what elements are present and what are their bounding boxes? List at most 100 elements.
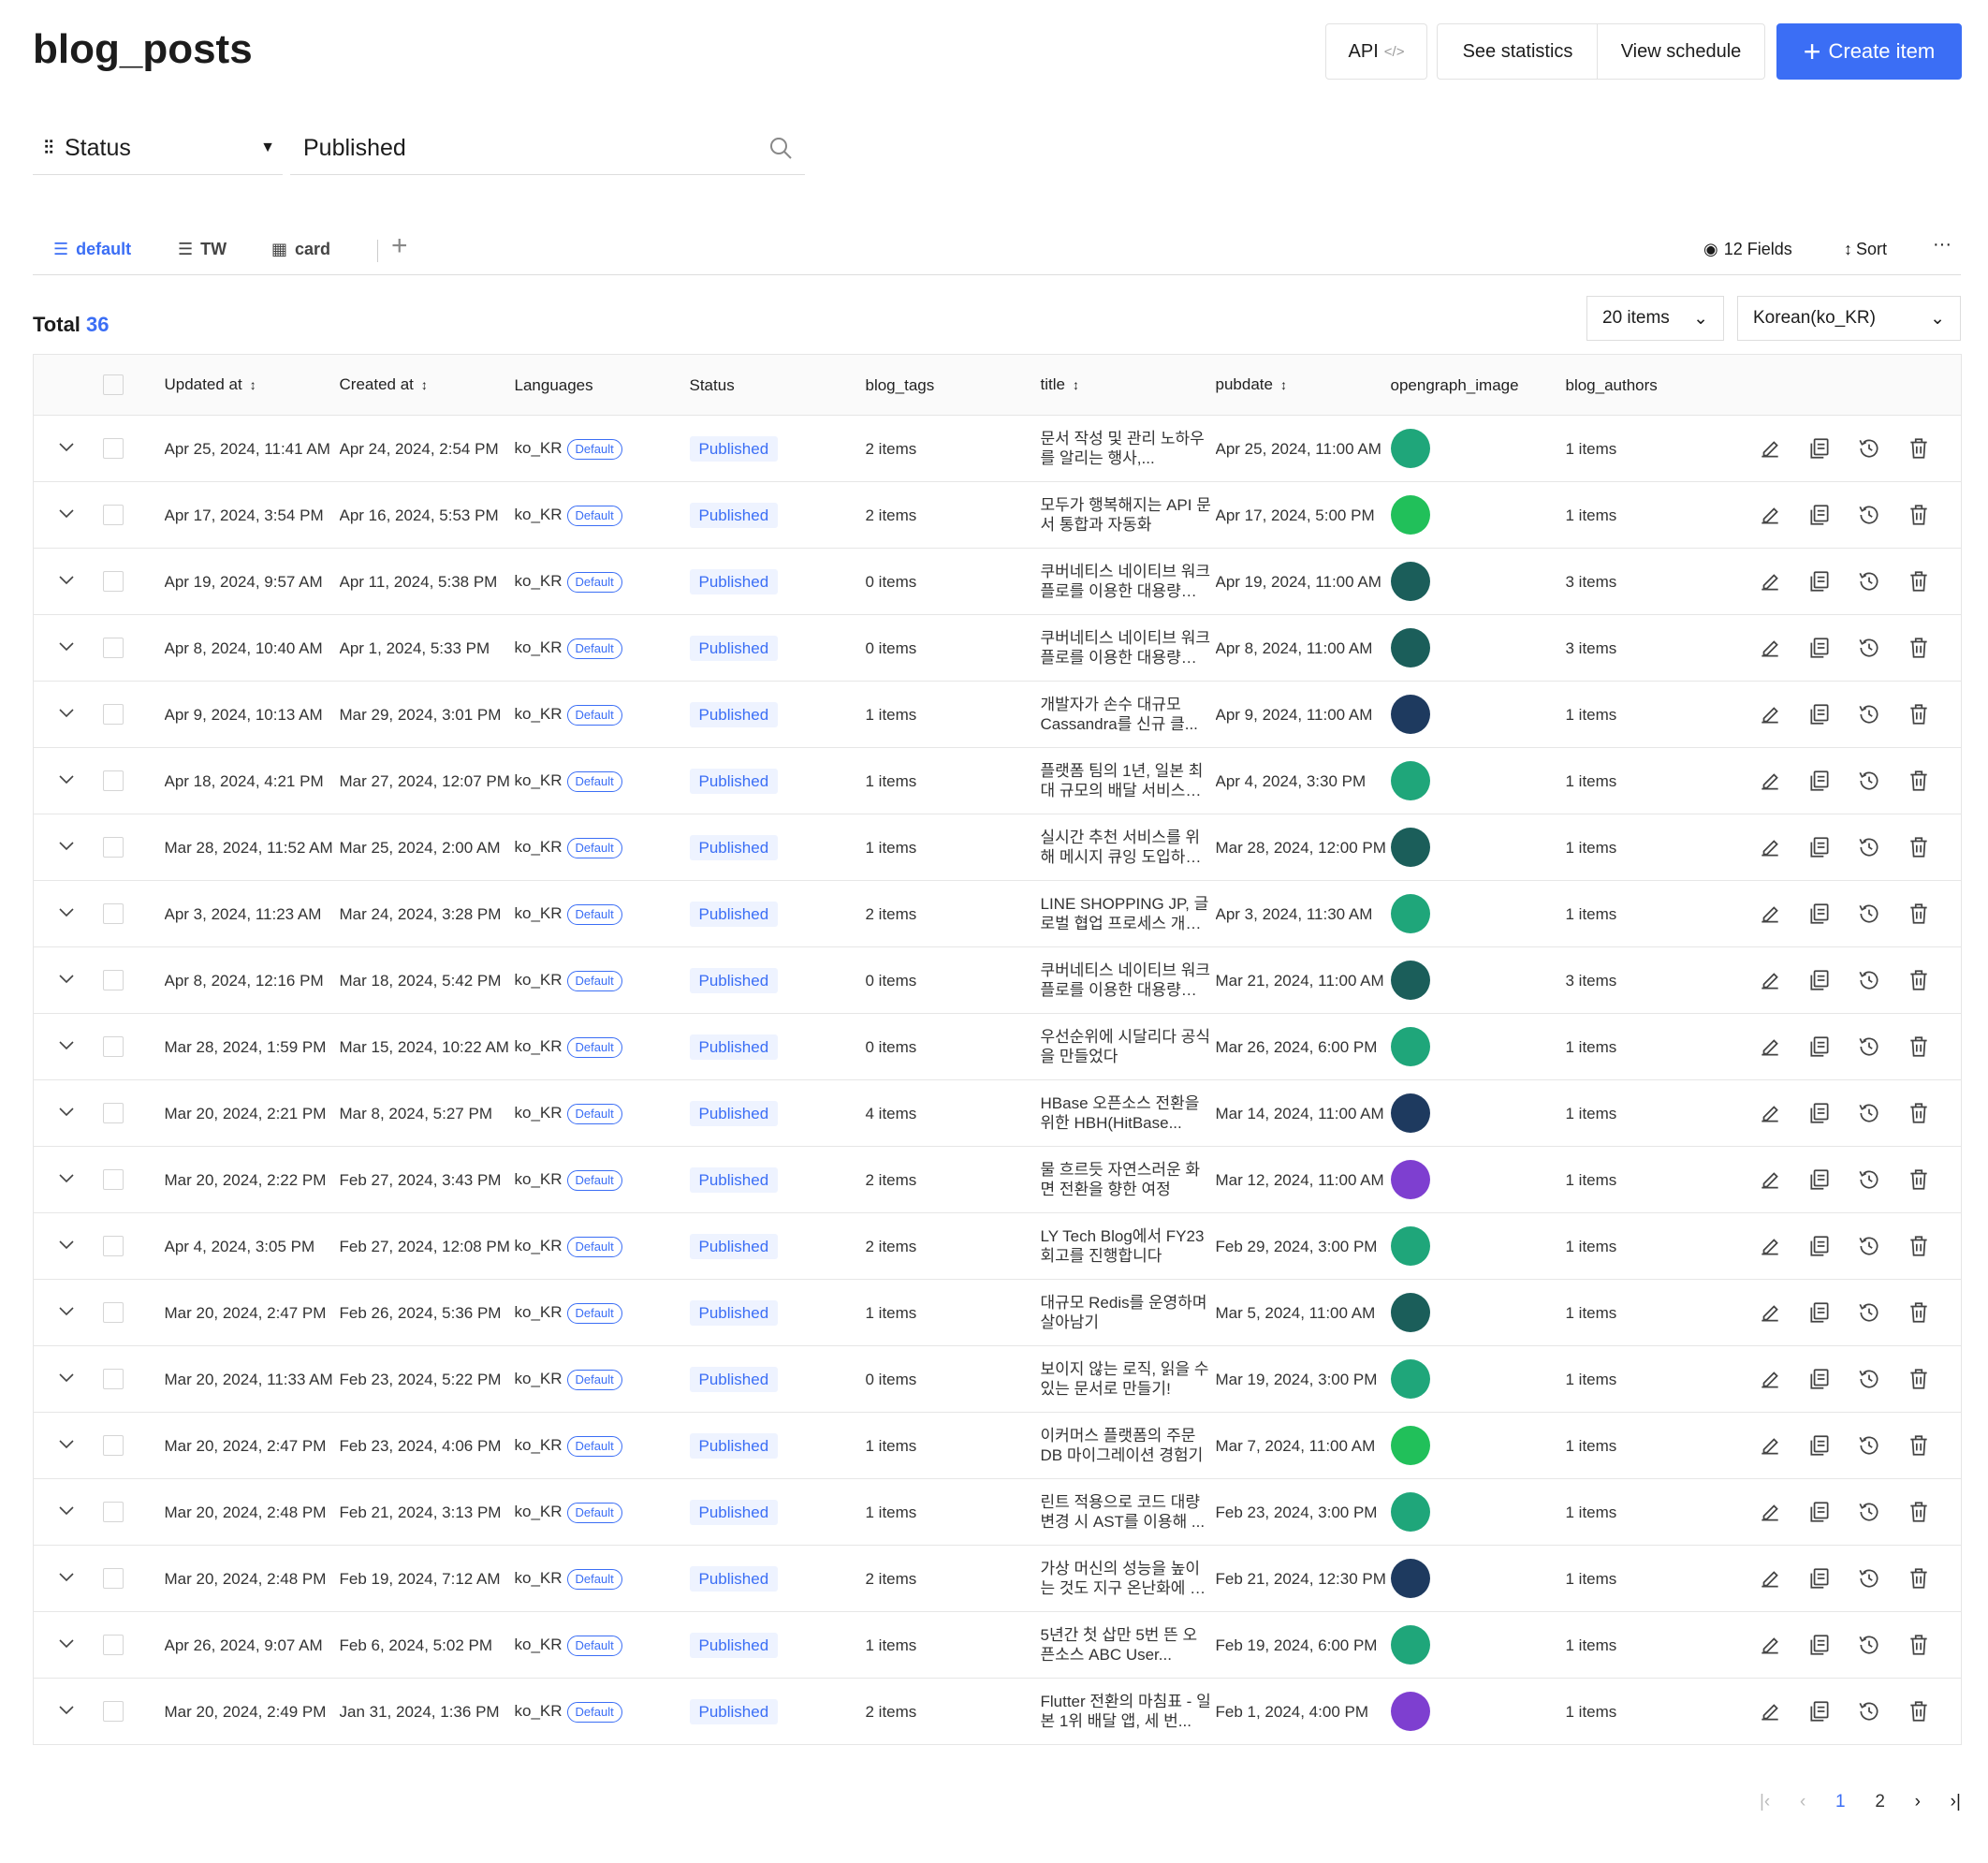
edit-button[interactable] bbox=[1758, 569, 1782, 594]
column-header[interactable]: Updated at ↕ bbox=[164, 354, 340, 416]
locale-select[interactable]: Korean(ko_KR) ⌄ bbox=[1737, 296, 1961, 341]
edit-button[interactable] bbox=[1758, 1633, 1782, 1657]
duplicate-button[interactable] bbox=[1807, 835, 1832, 859]
expand-button[interactable] bbox=[55, 1034, 78, 1056]
checkbox[interactable] bbox=[102, 837, 124, 858]
view-tab[interactable]: ☰ TW bbox=[178, 240, 227, 259]
expand-button[interactable] bbox=[55, 568, 78, 591]
expand-button[interactable] bbox=[55, 1499, 78, 1521]
api-button[interactable]: API </> bbox=[1325, 23, 1427, 80]
delete-button[interactable] bbox=[1907, 1367, 1931, 1391]
duplicate-button[interactable] bbox=[1807, 1566, 1832, 1591]
checkbox[interactable] bbox=[102, 704, 124, 725]
delete-button[interactable] bbox=[1907, 1699, 1931, 1724]
expand-button[interactable] bbox=[55, 1299, 78, 1322]
duplicate-button[interactable] bbox=[1807, 1433, 1832, 1458]
edit-button[interactable] bbox=[1758, 902, 1782, 926]
edit-button[interactable] bbox=[1758, 835, 1782, 859]
duplicate-button[interactable] bbox=[1807, 1034, 1832, 1059]
checkbox[interactable] bbox=[102, 1635, 124, 1655]
duplicate-button[interactable] bbox=[1807, 1167, 1832, 1192]
expand-button[interactable] bbox=[55, 701, 78, 724]
duplicate-button[interactable] bbox=[1807, 503, 1832, 527]
delete-button[interactable] bbox=[1907, 702, 1931, 726]
edit-button[interactable] bbox=[1758, 1566, 1782, 1591]
edit-button[interactable] bbox=[1758, 1433, 1782, 1458]
delete-button[interactable] bbox=[1907, 636, 1931, 660]
edit-button[interactable] bbox=[1758, 702, 1782, 726]
expand-button[interactable] bbox=[55, 1100, 78, 1122]
first-page-button[interactable]: |‹ bbox=[1760, 1792, 1771, 1812]
expand-button[interactable] bbox=[55, 901, 78, 923]
expand-button[interactable] bbox=[55, 1166, 78, 1189]
duplicate-button[interactable] bbox=[1807, 902, 1832, 926]
checkbox[interactable] bbox=[102, 1435, 124, 1456]
edit-button[interactable] bbox=[1758, 769, 1782, 793]
history-button[interactable] bbox=[1857, 569, 1881, 594]
history-button[interactable] bbox=[1857, 1034, 1881, 1059]
expand-button[interactable] bbox=[55, 1698, 78, 1721]
search-icon[interactable] bbox=[767, 135, 794, 161]
checkbox[interactable] bbox=[102, 374, 124, 395]
history-button[interactable] bbox=[1857, 1566, 1881, 1591]
history-button[interactable] bbox=[1857, 1300, 1881, 1325]
view-tab[interactable]: ☰ default bbox=[53, 240, 131, 259]
checkbox[interactable] bbox=[102, 505, 124, 525]
page-number[interactable]: 2 bbox=[1875, 1792, 1885, 1812]
edit-button[interactable] bbox=[1758, 1699, 1782, 1724]
checkbox[interactable] bbox=[102, 438, 124, 459]
view-tab[interactable]: ▦ card bbox=[271, 240, 330, 259]
checkbox[interactable] bbox=[102, 1369, 124, 1389]
expand-button[interactable] bbox=[55, 768, 78, 790]
checkbox[interactable] bbox=[102, 1103, 124, 1123]
edit-button[interactable] bbox=[1758, 436, 1782, 461]
delete-button[interactable] bbox=[1907, 1433, 1931, 1458]
duplicate-button[interactable] bbox=[1807, 1234, 1832, 1258]
filter-value-input[interactable]: Published bbox=[290, 122, 805, 175]
edit-button[interactable] bbox=[1758, 1300, 1782, 1325]
checkbox[interactable] bbox=[102, 903, 124, 924]
delete-button[interactable] bbox=[1907, 1234, 1931, 1258]
checkbox[interactable] bbox=[102, 1568, 124, 1589]
edit-button[interactable] bbox=[1758, 1101, 1782, 1125]
expand-button[interactable] bbox=[55, 834, 78, 857]
duplicate-button[interactable] bbox=[1807, 636, 1832, 660]
filter-field-select[interactable]: ⫶⫶ Status ▼ bbox=[33, 122, 283, 175]
history-button[interactable] bbox=[1857, 1167, 1881, 1192]
expand-button[interactable] bbox=[55, 635, 78, 657]
duplicate-button[interactable] bbox=[1807, 1300, 1832, 1325]
edit-button[interactable] bbox=[1758, 1500, 1782, 1524]
checkbox[interactable] bbox=[102, 1302, 124, 1323]
checkbox[interactable] bbox=[102, 1236, 124, 1256]
duplicate-button[interactable] bbox=[1807, 1367, 1832, 1391]
history-button[interactable] bbox=[1857, 968, 1881, 992]
statistics-button[interactable]: See statistics bbox=[1437, 23, 1598, 80]
edit-button[interactable] bbox=[1758, 1367, 1782, 1391]
history-button[interactable] bbox=[1857, 1367, 1881, 1391]
edit-button[interactable] bbox=[1758, 1034, 1782, 1059]
edit-button[interactable] bbox=[1758, 1234, 1782, 1258]
duplicate-button[interactable] bbox=[1807, 702, 1832, 726]
add-view-button[interactable]: + bbox=[391, 230, 408, 261]
history-button[interactable] bbox=[1857, 1234, 1881, 1258]
expand-button[interactable] bbox=[55, 1233, 78, 1255]
page-size-select[interactable]: 20 items ⌄ bbox=[1586, 296, 1724, 341]
delete-button[interactable] bbox=[1907, 436, 1931, 461]
history-button[interactable] bbox=[1857, 1433, 1881, 1458]
duplicate-button[interactable] bbox=[1807, 1633, 1832, 1657]
sort-button[interactable]: ↕ Sort bbox=[1844, 240, 1887, 259]
expand-button[interactable] bbox=[55, 967, 78, 990]
delete-button[interactable] bbox=[1907, 1633, 1931, 1657]
checkbox[interactable] bbox=[102, 1036, 124, 1057]
duplicate-button[interactable] bbox=[1807, 1101, 1832, 1125]
edit-button[interactable] bbox=[1758, 968, 1782, 992]
history-button[interactable] bbox=[1857, 1633, 1881, 1657]
delete-button[interactable] bbox=[1907, 503, 1931, 527]
edit-button[interactable] bbox=[1758, 636, 1782, 660]
delete-button[interactable] bbox=[1907, 968, 1931, 992]
delete-button[interactable] bbox=[1907, 1101, 1931, 1125]
history-button[interactable] bbox=[1857, 702, 1881, 726]
delete-button[interactable] bbox=[1907, 902, 1931, 926]
checkbox[interactable] bbox=[102, 571, 124, 592]
delete-button[interactable] bbox=[1907, 1566, 1931, 1591]
